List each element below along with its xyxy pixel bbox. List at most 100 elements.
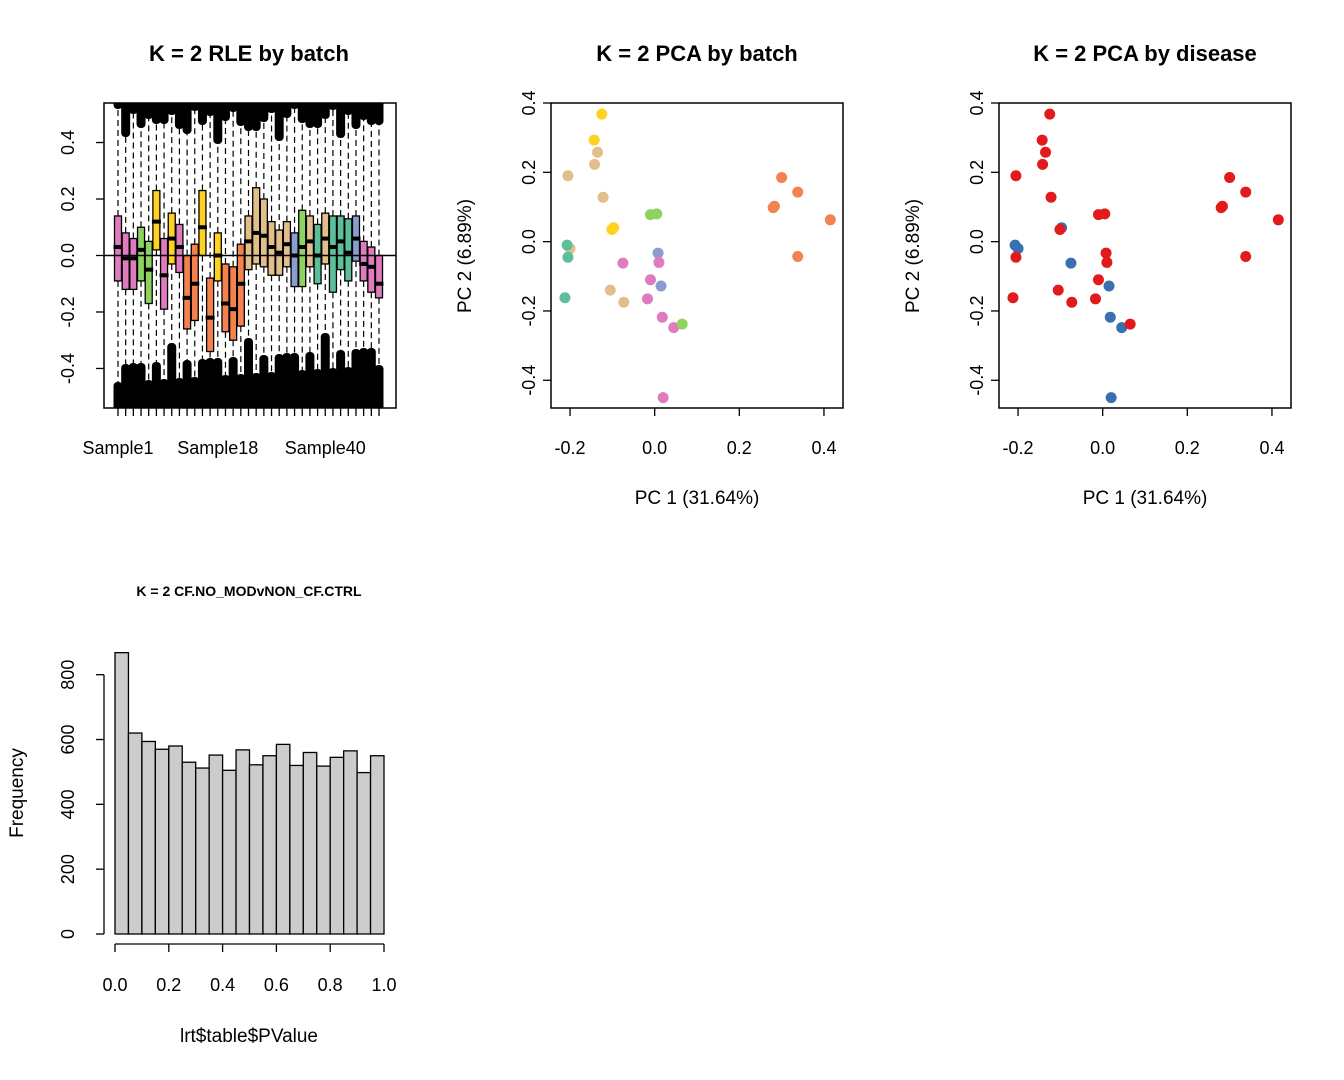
rle-outliers-high <box>251 103 261 131</box>
histogram-bar <box>342 750 358 935</box>
histogram-bar <box>302 751 318 935</box>
rle-box <box>205 277 215 353</box>
histogram-bar <box>127 732 143 935</box>
histogram-bar <box>275 743 291 935</box>
rle-box <box>129 237 138 291</box>
pca-batch-point <box>792 186 804 198</box>
rle-box <box>221 263 230 333</box>
rle-outliers-high <box>267 103 277 113</box>
rle-outliers-low <box>136 363 146 408</box>
histogram-ytick-label: 0 <box>58 929 78 939</box>
pca-batch-point <box>596 108 608 120</box>
pca-disease-point <box>1092 274 1104 286</box>
histogram-bar <box>168 745 183 935</box>
pca-batch-ylabel: PC 2 (6.89%) <box>455 199 476 313</box>
rle-xtick-label: Sample40 <box>285 438 366 458</box>
rle-outliers-low <box>374 365 384 408</box>
histogram-xlabel: lrt$table$PValue <box>180 1026 318 1047</box>
pca-disease-point <box>1104 311 1116 323</box>
histogram-xtick-label: 0.2 <box>156 975 181 995</box>
pca-batch-xtick-label: 0.2 <box>727 438 752 458</box>
rle-outliers-high <box>113 103 123 109</box>
pca-batch-point <box>656 311 668 323</box>
rle-outliers-high <box>351 103 361 129</box>
rle-outliers-high <box>366 103 376 125</box>
rle-ytick-label: -0.2 <box>58 296 78 327</box>
pca-batch-xtick-label: 0.0 <box>642 438 667 458</box>
histogram-xtick-label: 1.0 <box>371 975 396 995</box>
rle-outliers-low <box>320 333 330 408</box>
pca-disease-ytick-label: 0.4 <box>967 90 987 115</box>
pca-disease-point <box>1044 108 1056 120</box>
pca-disease-point <box>1105 392 1117 404</box>
pca-disease-point <box>1036 134 1048 146</box>
rle-outliers-low <box>167 343 177 408</box>
rle-outliers-low <box>290 353 300 408</box>
rle-outliers-low <box>128 363 138 408</box>
rle-outliers-low <box>236 374 246 408</box>
pca-batch-point <box>592 146 604 158</box>
pca-batch-point <box>604 284 616 296</box>
rle-outliers-high <box>320 103 330 119</box>
pca-batch-plot-area: -0.2 0.0 0.2 0.4 -0.4 -0.2 0.0 0.2 0.4 <box>519 90 844 458</box>
rle-outliers-low <box>274 354 284 408</box>
histogram-panel: K = 2 CF.NO_MODvNON_CF.CTRL lrt$table$PV… <box>7 583 397 1047</box>
pca-batch-point <box>653 256 665 268</box>
rle-outliers-high <box>197 103 207 125</box>
pca-disease-frame <box>998 102 1292 409</box>
pca-batch-ytick-label: -0.2 <box>519 295 539 326</box>
pca-batch-point <box>657 392 669 404</box>
rle-outliers-high <box>121 103 131 137</box>
rle-outliers-high <box>213 103 223 144</box>
histogram-ytick-label: 600 <box>58 724 78 754</box>
rle-ytick-label: 0.2 <box>58 187 78 212</box>
rle-outliers-low <box>251 373 261 408</box>
histogram-bar <box>181 761 197 935</box>
rle-plot-area: -0.4 -0.2 0.0 0.2 0.4 Sample1 Sample18 Sample40 <box>58 102 397 458</box>
rle-outliers-high <box>220 103 230 121</box>
rle-outliers-low <box>151 362 161 408</box>
pca-disease-ytick-label: 0.2 <box>967 160 987 185</box>
pca-batch-ytick-label: 0.0 <box>519 229 539 254</box>
rle-outliers-high <box>343 103 353 115</box>
histogram-bar <box>329 756 345 935</box>
rle-outliers-low <box>144 380 154 408</box>
pca-batch-point <box>618 296 630 308</box>
rle-outliers-low <box>182 360 192 408</box>
pca-batch-panel: K = 2 PCA by batch PC 1 (31.64%) PC 2 (6… <box>455 41 844 509</box>
pca-disease-xlabel: PC 1 (31.64%) <box>1083 488 1208 509</box>
histogram-bar <box>316 765 331 935</box>
pca-batch-point <box>644 274 656 286</box>
histogram-bar <box>154 748 170 935</box>
rle-outliers-high <box>274 103 284 141</box>
pca-disease-point <box>1089 293 1101 305</box>
pca-disease-title: K = 2 PCA by disease <box>1033 41 1257 66</box>
histogram-bar <box>221 769 237 935</box>
rle-outliers-low <box>313 369 323 408</box>
pca-disease-point <box>1040 146 1052 158</box>
rle-outliers-high <box>328 103 338 110</box>
pca-batch-xtick-label: -0.2 <box>555 438 586 458</box>
histogram-bar <box>248 764 264 935</box>
pca-disease-point <box>1054 224 1066 236</box>
rle-outliers-high <box>236 103 246 126</box>
histogram-bar <box>114 651 130 935</box>
rle-outliers-high <box>290 103 300 109</box>
pca-disease-xtick-label: 0.4 <box>1259 438 1284 458</box>
rle-ytick-label: 0.4 <box>58 130 78 155</box>
pca-disease-point <box>1272 214 1284 226</box>
pca-disease-point <box>1216 200 1228 212</box>
pca-disease-panel: K = 2 PCA by disease PC 1 (31.64%) PC 2 … <box>903 41 1292 509</box>
histogram-bar <box>369 755 385 935</box>
rle-box <box>344 218 353 282</box>
histogram-bar <box>262 755 278 935</box>
rle-ytick-label: 0.0 <box>58 243 78 268</box>
rle-box <box>121 232 130 291</box>
histogram-title: K = 2 CF.NO_MODvNON_CF.CTRL <box>136 583 362 599</box>
rle-outliers-high <box>128 103 138 114</box>
rle-outliers-low <box>305 352 315 408</box>
rle-box <box>359 240 368 282</box>
histogram-xtick-label: 0.0 <box>102 975 127 995</box>
